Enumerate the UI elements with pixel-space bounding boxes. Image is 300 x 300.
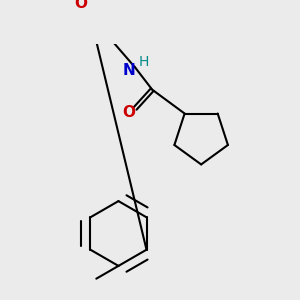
Text: N: N bbox=[123, 63, 136, 78]
Text: H: H bbox=[139, 56, 149, 69]
Text: O: O bbox=[74, 0, 87, 11]
Text: O: O bbox=[123, 105, 136, 120]
